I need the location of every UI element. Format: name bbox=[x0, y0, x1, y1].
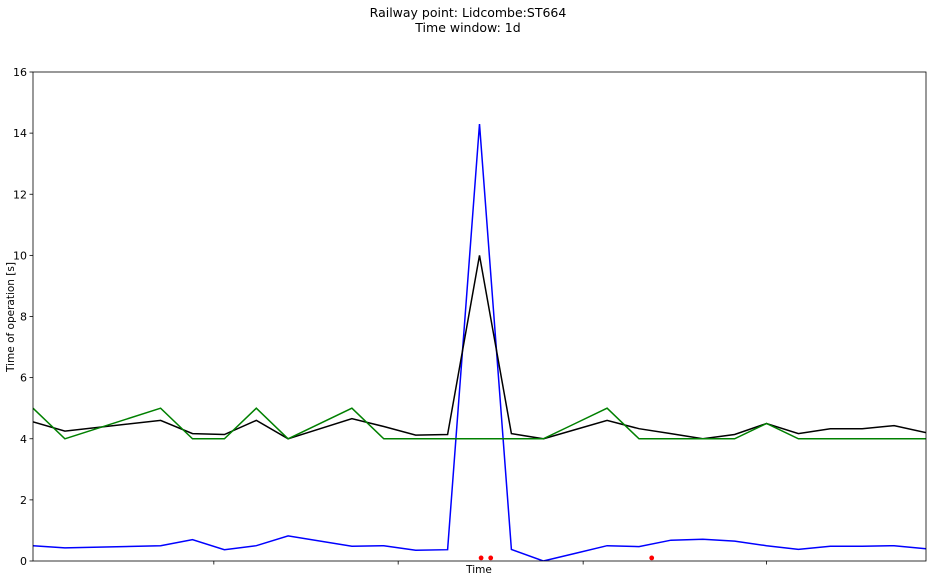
y-axis-label: Time of operation [s] bbox=[5, 262, 17, 373]
axes: 0 2 4 6 8 10 12 14 16 bbox=[13, 66, 927, 568]
series-3-point bbox=[488, 555, 494, 561]
series-0-line bbox=[33, 123, 926, 561]
y-tick-label: 8 bbox=[20, 311, 27, 324]
y-tick-label: 14 bbox=[13, 127, 27, 140]
plot-area bbox=[33, 123, 926, 561]
y-tick-label: 12 bbox=[13, 188, 27, 201]
y-tick-label: 6 bbox=[20, 372, 27, 385]
y-tick-label: 2 bbox=[20, 494, 27, 507]
y-tick-label: 16 bbox=[13, 66, 27, 79]
x-axis-label: Time bbox=[465, 564, 492, 576]
series-3-point bbox=[478, 555, 484, 561]
series-3-point bbox=[649, 555, 655, 561]
series-2-line bbox=[33, 407, 926, 440]
y-tick-label: 10 bbox=[13, 249, 27, 262]
chart-title: Railway point: Lidcombe:ST664 bbox=[369, 5, 567, 20]
y-tick-label: 4 bbox=[20, 433, 27, 446]
y-tick-label: 0 bbox=[20, 555, 27, 568]
chart-subtitle: Time window: 1d bbox=[415, 20, 521, 35]
series-1-line bbox=[33, 255, 926, 440]
plot-frame bbox=[32, 71, 927, 562]
